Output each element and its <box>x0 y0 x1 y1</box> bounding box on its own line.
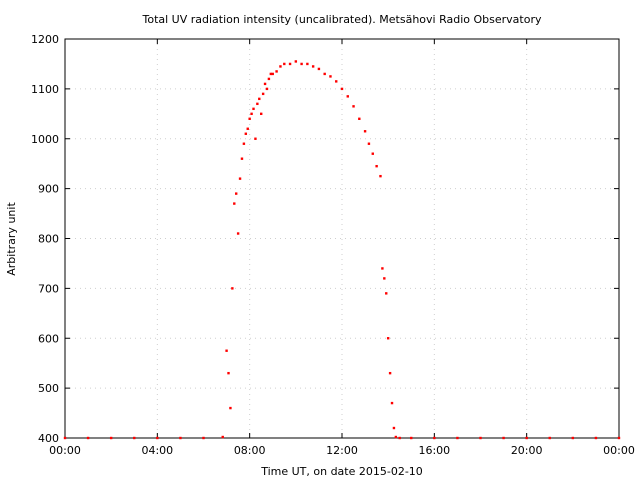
data-point <box>248 117 251 120</box>
data-point <box>256 102 259 106</box>
data-point <box>236 232 240 235</box>
data-point <box>156 436 159 440</box>
data-point <box>63 436 67 440</box>
data-point <box>261 92 265 96</box>
data-point <box>363 130 367 133</box>
y-tick-label: 400 <box>38 432 59 445</box>
data-point <box>244 132 248 135</box>
data-point <box>386 337 390 340</box>
data-point <box>367 142 371 145</box>
y-tick-label: 800 <box>38 233 59 246</box>
data-point <box>202 436 205 440</box>
data-point <box>109 436 113 440</box>
y-axis-ticks: 400 500 600 700 800 900 1000 1100 1200 <box>31 33 619 445</box>
data-point <box>275 70 278 73</box>
data-point <box>502 436 505 440</box>
x-axis-ticks: 00:00 04:00 08:00 12:00 16:00 20:00 00:00 <box>49 39 635 457</box>
data-point <box>221 435 224 439</box>
data-point <box>229 406 232 410</box>
data-point <box>571 436 575 440</box>
data-point <box>294 60 298 63</box>
data-point <box>258 97 261 101</box>
data-point <box>246 127 249 130</box>
x-tick-label: 08:00 <box>234 444 266 457</box>
data-point <box>317 67 321 71</box>
data-point <box>306 62 309 66</box>
data-point <box>379 174 382 178</box>
data-point <box>288 62 292 66</box>
data-point <box>252 107 255 111</box>
data-point <box>250 112 253 116</box>
x-axis-label: Time UT, on date 2015-02-10 <box>260 465 423 478</box>
data-point <box>479 436 482 440</box>
data-point <box>394 435 398 439</box>
data-point <box>227 371 230 375</box>
y-axis-label: Arbitrary unit <box>5 202 18 276</box>
data-point <box>358 117 361 120</box>
data-point <box>456 436 459 440</box>
data-point <box>238 177 242 180</box>
data-point <box>346 95 349 98</box>
data-point <box>311 65 315 68</box>
data-point <box>390 401 394 405</box>
data-point <box>86 436 90 440</box>
data-point <box>300 62 303 66</box>
data-point <box>375 164 378 168</box>
y-tick-label: 1200 <box>31 33 59 46</box>
chart-title: Total UV radiation intensity (uncalibrat… <box>142 13 542 26</box>
data-point <box>254 137 257 140</box>
y-tick-label: 500 <box>38 382 59 395</box>
data-point <box>242 142 246 145</box>
data-point <box>329 75 332 78</box>
data-point <box>240 157 244 160</box>
data-point <box>225 349 228 352</box>
data-point <box>271 72 274 76</box>
data-point <box>381 267 384 270</box>
x-tick-label: 00:00 <box>49 444 81 457</box>
data-point <box>352 105 355 108</box>
data-point <box>279 65 282 68</box>
data-point <box>433 436 436 440</box>
data-point <box>133 436 136 440</box>
x-tick-label: 00:00 <box>603 444 635 457</box>
data-point <box>265 87 269 91</box>
x-tick-label: 04:00 <box>141 444 173 457</box>
x-tick-label: 20:00 <box>511 444 543 457</box>
data-point <box>548 436 551 440</box>
y-tick-label: 600 <box>38 332 59 345</box>
x-tick-label: 16:00 <box>418 444 450 457</box>
data-points <box>63 60 621 440</box>
data-point <box>235 192 238 195</box>
data-point <box>388 371 392 375</box>
data-point <box>231 287 234 290</box>
data-point <box>335 80 338 83</box>
data-point <box>383 277 386 280</box>
data-point <box>525 436 528 440</box>
data-point <box>283 62 286 66</box>
data-point <box>263 82 267 86</box>
data-point <box>410 436 413 440</box>
data-point <box>260 112 263 116</box>
data-point <box>269 72 273 76</box>
grid <box>65 39 619 438</box>
y-tick-label: 900 <box>38 183 59 196</box>
data-point <box>392 426 396 430</box>
y-tick-label: 1000 <box>31 133 59 146</box>
data-point <box>385 292 388 295</box>
data-point <box>398 436 401 440</box>
data-point <box>323 72 326 76</box>
data-point <box>617 436 621 440</box>
data-point <box>267 77 271 81</box>
data-point <box>233 202 236 205</box>
data-point <box>371 152 374 155</box>
data-point <box>340 87 344 91</box>
data-point <box>179 436 182 440</box>
y-tick-label: 1100 <box>31 83 59 96</box>
x-tick-label: 12:00 <box>326 444 358 457</box>
y-tick-label: 700 <box>38 282 59 295</box>
data-point <box>594 436 598 440</box>
